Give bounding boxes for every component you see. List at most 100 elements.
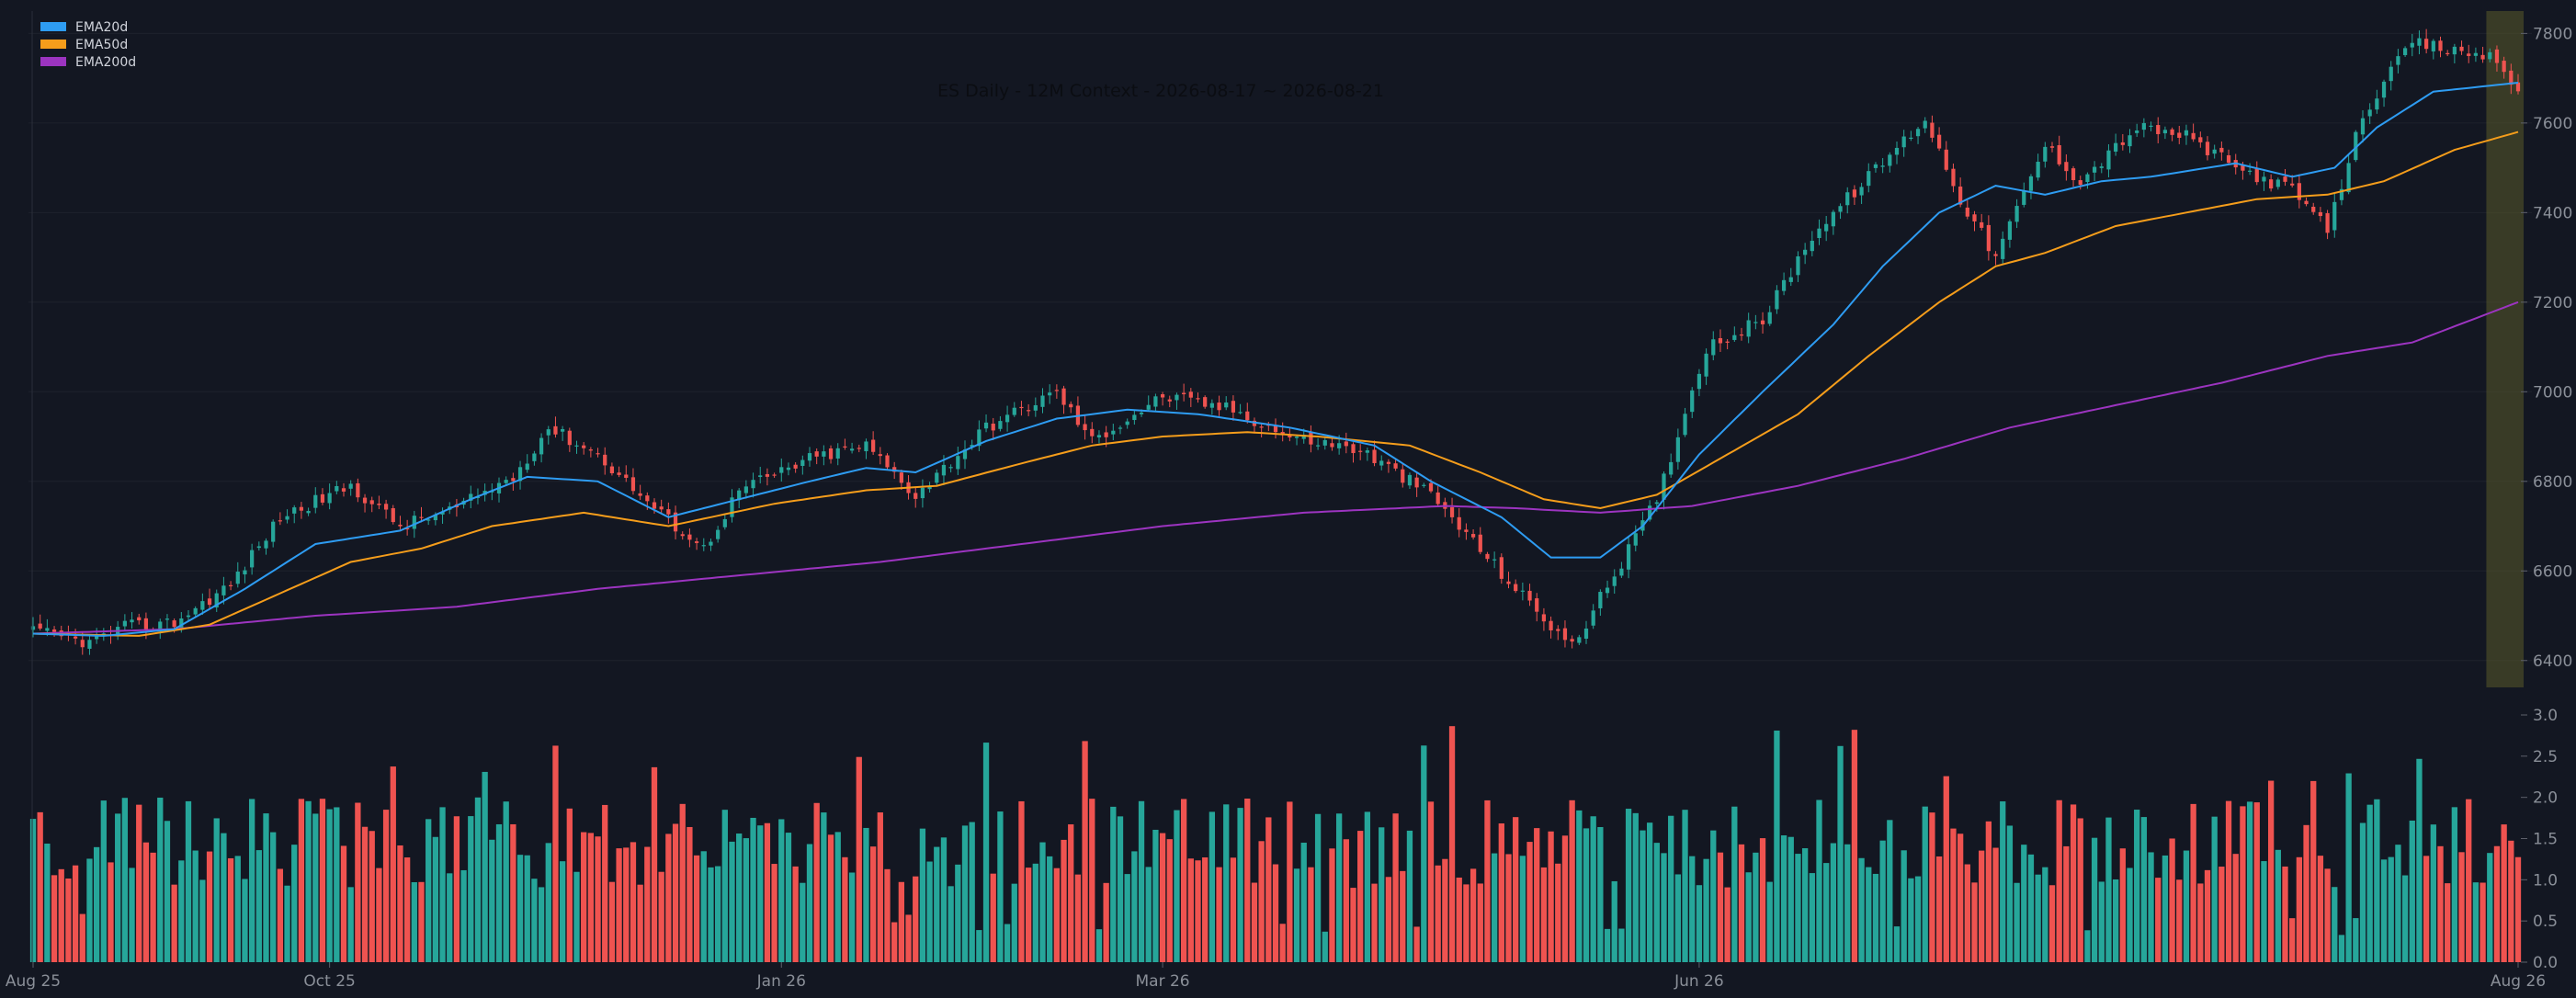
candle-body (2389, 66, 2393, 82)
candle-body (1203, 397, 1208, 407)
volume-bar (2232, 854, 2239, 962)
candle-body (878, 454, 882, 457)
price-tick-label: 7400 (2533, 204, 2572, 222)
candle-body (1422, 484, 1426, 486)
candle-body (1224, 402, 1229, 408)
candle-body (1492, 559, 1497, 561)
candle-body (1810, 241, 1814, 252)
candles (30, 28, 2521, 655)
volume-bar (1392, 813, 1399, 962)
candle-body (2290, 183, 2295, 186)
candle-body (1344, 441, 1348, 447)
candle-body (341, 488, 346, 492)
volume-bar (2282, 866, 2288, 962)
candle-body (2297, 183, 2301, 200)
volume-bar (1152, 829, 1159, 962)
volume-bar (757, 825, 764, 962)
candle-body (73, 636, 78, 639)
volume-bar (665, 834, 672, 962)
volume-bar (729, 841, 735, 962)
candle-body (172, 620, 176, 628)
candle-body (2346, 163, 2351, 193)
volume-bar (630, 842, 637, 962)
volume-bar (340, 845, 347, 962)
candle-body (2410, 42, 2414, 48)
volume-bar (1413, 926, 1420, 962)
volume-bar (1795, 854, 1801, 962)
candle-body (256, 546, 261, 549)
volume-bar (700, 851, 707, 962)
volume-bar (1448, 726, 1456, 962)
candle-body (271, 521, 276, 542)
price-tick-label: 6600 (2533, 562, 2572, 581)
candle-body (95, 635, 99, 640)
volume-bar (1689, 856, 1696, 962)
volume-bar (1103, 882, 1109, 962)
candle-body (137, 617, 142, 621)
ema20-line (32, 82, 2519, 637)
x-tick-label: Aug 26 (2491, 972, 2546, 991)
candle-body (800, 459, 805, 466)
candle-body (2311, 206, 2316, 212)
volume-bar (2487, 853, 2493, 962)
volume-bar (2501, 824, 2507, 962)
volume-bar (1710, 830, 1717, 962)
candle-body (2269, 179, 2274, 189)
candle-body (1393, 463, 1398, 469)
volume-bar (2014, 882, 2020, 962)
candle-body (2445, 52, 2450, 55)
volume-bar (86, 858, 93, 962)
volume-bar (545, 843, 551, 962)
volume-bar (2445, 883, 2451, 962)
volume-bar (800, 882, 806, 962)
volume-bar (1350, 888, 1356, 962)
candle-body (412, 516, 416, 529)
candle-body (807, 453, 812, 461)
candle-body (158, 621, 163, 630)
candle-body (348, 483, 353, 489)
volume-bar (2275, 849, 2281, 962)
candle-body (1936, 134, 1942, 149)
volume-bar (877, 812, 883, 962)
volume-bar (418, 881, 425, 962)
candle-body (991, 423, 995, 431)
volume-bar (869, 846, 877, 962)
candle-body (306, 511, 311, 514)
volume-bar (2134, 810, 2140, 962)
candle-body (2332, 201, 2337, 231)
price-grid (28, 32, 2532, 662)
candle-body (786, 467, 791, 471)
volume-bar (1625, 809, 1632, 962)
candle-body (1562, 628, 1568, 641)
candle-body (1506, 581, 1511, 584)
volume-bar (961, 825, 969, 962)
legend-swatch (40, 22, 66, 31)
candle-body (2515, 82, 2521, 92)
candle-body (751, 480, 755, 489)
volume-bar (2324, 868, 2331, 962)
volume-bar (2366, 804, 2373, 962)
candle-body (221, 585, 226, 595)
candle-body (970, 445, 974, 448)
candle-body (1294, 437, 1299, 438)
candle-body (1470, 534, 1476, 538)
candle-body (1330, 443, 1334, 448)
candle-body (264, 540, 268, 549)
candle-body (716, 529, 721, 539)
volume-bar (1901, 850, 1907, 962)
candle-body (1315, 445, 1321, 447)
volume-bar (1837, 745, 1844, 962)
candle-body (1788, 277, 1793, 282)
volume-bar (1738, 844, 1745, 962)
candle-body (532, 453, 537, 461)
candle-body (1760, 320, 1765, 324)
candle-body (2043, 146, 2048, 162)
volume-bar (969, 822, 975, 962)
candle-body (1182, 392, 1186, 395)
candle-body (511, 478, 516, 482)
volume-bar (1074, 874, 1082, 962)
candle-body (193, 607, 198, 615)
legend-label: EMA200d (75, 55, 136, 70)
candle-body (278, 520, 282, 522)
candle-body (1386, 461, 1391, 464)
